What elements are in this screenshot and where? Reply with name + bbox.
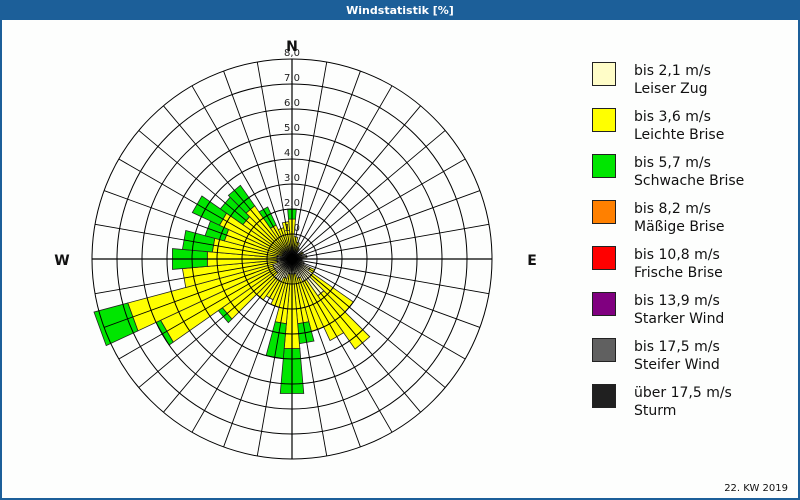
- legend-item: über 17,5 m/s Sturm: [592, 384, 792, 430]
- grid-spoke: [291, 258, 466, 360]
- grid-spoke: [118, 158, 293, 260]
- grid-spoke: [291, 258, 481, 328]
- legend-label: über 17,5 m/s Sturm: [634, 385, 732, 419]
- grid-spoke: [291, 258, 490, 295]
- legend-label: bis 5,7 m/s Schwache Brise: [634, 155, 745, 189]
- grid-spoke: [291, 190, 481, 260]
- grid-spoke: [291, 258, 328, 457]
- legend-item: bis 5,7 m/s Schwache Brise: [592, 154, 792, 200]
- grid-spoke: [163, 105, 293, 260]
- chart-panel: 1,02,03,04,05,06,07,08,0NSWE bis 2,1 m/s…: [2, 20, 798, 498]
- legend-item: bis 13,9 m/s Starker Wind: [592, 292, 792, 338]
- grid-spoke: [291, 105, 421, 260]
- grid-spoke: [291, 258, 393, 433]
- legend-label: bis 8,2 m/s Mäßige Brise: [634, 201, 725, 235]
- legend-label: bis 2,1 m/s Leiser Zug: [634, 63, 711, 97]
- legend-swatch: [592, 384, 616, 408]
- compass-north: N: [286, 39, 298, 55]
- wind-rose-chart: 1,02,03,04,05,06,07,08,0NSWE: [54, 39, 537, 460]
- grid-spoke: [191, 258, 293, 433]
- grid-spoke: [223, 258, 293, 448]
- radial-tick-label: 3,0: [284, 173, 300, 184]
- rose-sector: [93, 302, 139, 347]
- grid-spoke: [291, 70, 361, 260]
- chart-title: Windstatistik [%]: [0, 0, 800, 20]
- legend-item: bis 2,1 m/s Leiser Zug: [592, 62, 792, 108]
- rose-sector: [265, 321, 287, 360]
- grid-spoke: [138, 130, 293, 260]
- grid-spoke: [291, 61, 328, 260]
- radial-tick-label: 2,0: [284, 198, 300, 209]
- grid-spoke: [94, 223, 293, 260]
- legend: bis 2,1 m/s Leiser Zug bis 3,6 m/s Leichte …: [592, 62, 792, 430]
- legend-label: bis 10,8 m/s Frische Brise: [634, 247, 723, 281]
- radial-tick-label: 8,0: [284, 48, 300, 59]
- grid-spoke: [94, 258, 293, 295]
- grid-spoke: [103, 258, 293, 328]
- grid-spoke: [138, 258, 293, 388]
- grid-spoke: [223, 70, 293, 260]
- legend-swatch: [592, 62, 616, 86]
- grid-spoke: [291, 258, 421, 413]
- radial-tick-label: 5,0: [284, 123, 300, 134]
- grid-spoke: [291, 258, 361, 448]
- grid-spoke: [256, 61, 293, 260]
- legend-swatch: [592, 154, 616, 178]
- grid-spoke: [291, 130, 446, 260]
- legend-item: bis 3,6 m/s Leichte Brise: [592, 108, 792, 154]
- radial-tick-label: 4,0: [284, 148, 300, 159]
- grid-spoke: [291, 158, 466, 260]
- legend-label: bis 3,6 m/s Leichte Brise: [634, 109, 725, 143]
- radial-tick-label: 6,0: [284, 98, 300, 109]
- legend-label: bis 13,9 m/s Starker Wind: [634, 293, 725, 327]
- compass-west: W: [54, 253, 69, 269]
- grid-spoke: [163, 258, 293, 413]
- legend-item: bis 10,8 m/s Frische Brise: [592, 246, 792, 292]
- grid-spoke: [191, 85, 293, 260]
- legend-swatch: [592, 338, 616, 362]
- legend-item: bis 8,2 m/s Mäßige Brise: [592, 200, 792, 246]
- grid-spoke: [103, 190, 293, 260]
- radial-tick-label: 7,0: [284, 73, 300, 84]
- legend-swatch: [592, 200, 616, 224]
- radial-tick-label: 1,0: [284, 223, 300, 234]
- center-dot: [287, 254, 297, 264]
- grid-spoke: [291, 85, 393, 260]
- legend-item: bis 17,5 m/s Steifer Wind: [592, 338, 792, 384]
- legend-swatch: [592, 108, 616, 132]
- grid-spoke: [256, 258, 293, 457]
- grid-spoke: [118, 258, 293, 360]
- grid-spoke: [291, 258, 446, 388]
- compass-east: E: [527, 253, 537, 269]
- period-label: 22. KW 2019: [724, 483, 788, 494]
- legend-label: bis 17,5 m/s Steifer Wind: [634, 339, 720, 373]
- legend-swatch: [592, 292, 616, 316]
- grid-spoke: [291, 223, 490, 260]
- legend-swatch: [592, 246, 616, 270]
